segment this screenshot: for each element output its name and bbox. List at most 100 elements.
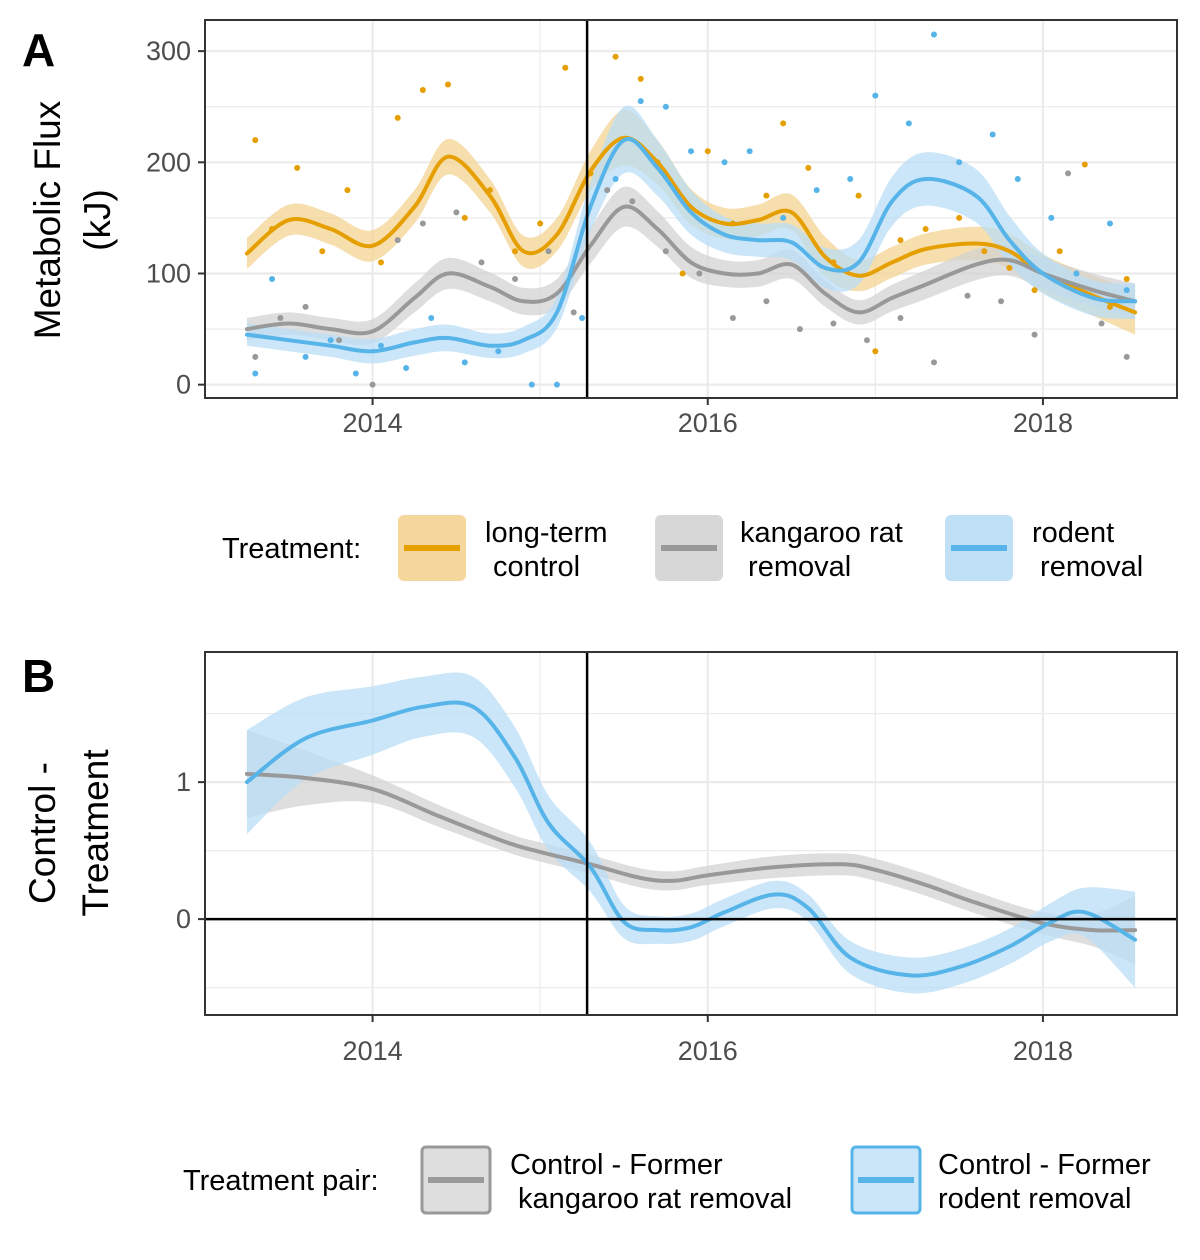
legend-label: rodent removal [938, 1183, 1131, 1215]
data-point-krat [897, 314, 904, 321]
data-point-control [344, 187, 351, 194]
data-point-control [637, 75, 644, 82]
data-point-rodent [813, 187, 820, 194]
data-point-rodent [1048, 214, 1055, 221]
legend-label: control [485, 551, 580, 583]
data-point-rodent [1106, 220, 1113, 227]
panel-label: B [22, 650, 55, 702]
data-point-krat [998, 298, 1005, 305]
data-point-krat [1098, 320, 1105, 327]
data-point-rodent [403, 364, 410, 371]
data-point-krat [1031, 331, 1038, 338]
data-point-krat [1065, 170, 1072, 177]
data-point-rodent [905, 120, 912, 127]
legend-label: kangaroo rat [740, 517, 903, 549]
data-point-control [445, 81, 451, 88]
y-axis-title: Metabolic Flux [27, 100, 68, 339]
data-point-control [612, 53, 619, 60]
data-point-rodent [721, 159, 728, 166]
data-point-control [319, 248, 326, 255]
data-point-rodent [327, 337, 334, 344]
data-point-krat [570, 309, 577, 316]
data-point-krat [336, 337, 343, 344]
x-tick-label: 2014 [343, 408, 403, 438]
data-point-control [855, 192, 862, 199]
y-tick-label: 100 [146, 258, 191, 288]
legend-label: Control - Former [510, 1149, 723, 1181]
data-point-control [922, 226, 929, 233]
x-tick-label: 2018 [1013, 1036, 1073, 1066]
data-point-control [763, 192, 770, 199]
data-point-rodent [428, 314, 435, 321]
x-tick-label: 2016 [678, 1036, 738, 1066]
data-point-rodent [579, 314, 586, 321]
data-point-control [704, 148, 711, 155]
data-point-control [512, 248, 519, 255]
y-tick-label: 1 [176, 767, 191, 797]
data-point-control [1106, 303, 1113, 310]
panel-b: 2014 2016 2018 0 1 Control - Treatment B [22, 650, 1178, 1066]
data-point-rodent [847, 175, 854, 182]
data-point-krat [277, 314, 284, 321]
data-point-krat [696, 270, 703, 277]
data-point-rodent [1073, 270, 1080, 277]
y-tick-label: 200 [146, 147, 191, 177]
data-point-krat [604, 187, 611, 194]
data-point-krat [545, 248, 552, 255]
data-point-rodent [872, 92, 879, 99]
legend-label: removal [1032, 551, 1143, 583]
x-tick-label: 2018 [1013, 408, 1073, 438]
data-point-rodent [377, 342, 384, 349]
data-point-krat [629, 198, 636, 205]
data-point-krat [478, 259, 485, 266]
data-point-krat [863, 337, 870, 344]
plot-border [204, 651, 1178, 1016]
data-point-rodent [662, 103, 669, 110]
data-point-krat [729, 314, 736, 321]
data-point-rodent [688, 148, 694, 155]
data-point-rodent [269, 276, 276, 283]
data-point-rodent [956, 159, 963, 166]
y-tick-label: 0 [176, 370, 191, 400]
data-point-control [394, 114, 401, 121]
data-point-control [1056, 248, 1063, 255]
data-point-control [461, 214, 468, 221]
data-point-rodent [1014, 175, 1021, 182]
data-point-control [981, 248, 988, 255]
data-point-krat [302, 303, 309, 310]
data-point-krat [252, 353, 259, 360]
data-point-control [252, 137, 259, 144]
data-point-krat [964, 292, 971, 299]
y-tick-label: 300 [146, 36, 191, 66]
data-point-control [1031, 287, 1038, 294]
data-point-rodent [352, 370, 359, 377]
data-point-rodent [612, 175, 619, 182]
data-point-rodent [780, 214, 787, 221]
y-axis-title: Control - [22, 762, 63, 904]
fit-line-control [244, 135, 1138, 315]
data-point-krat [394, 237, 401, 244]
y-axis-title: (kJ) [77, 189, 118, 251]
confidence-band-rodent [246, 105, 1136, 364]
fit-line-krat [244, 204, 1138, 336]
fit-line-rodent [244, 700, 1138, 978]
data-point-control [1081, 161, 1088, 168]
data-point-krat [763, 298, 770, 305]
confidence-band-krat [246, 186, 1136, 346]
data-point-control [897, 237, 904, 244]
data-point-control [562, 64, 569, 71]
panel-a: 2014 2016 2018 0 100 200 300 Metabolic Flux (kJ)… [22, 19, 1178, 438]
legend-label: rodent [1032, 517, 1114, 549]
data-point-rodent [302, 353, 309, 360]
legend-label: removal [740, 551, 851, 583]
data-point-control [1123, 276, 1130, 283]
data-point-rodent [528, 381, 535, 388]
data-point-krat [796, 326, 803, 333]
data-point-rodent [931, 31, 937, 38]
legend-b: Treatment pair: Control - Former kangaroo… [183, 1145, 1151, 1215]
data-point-rodent [1123, 287, 1130, 294]
data-point-krat [369, 381, 376, 388]
data-point-krat [830, 320, 837, 327]
data-point-control [805, 164, 812, 171]
